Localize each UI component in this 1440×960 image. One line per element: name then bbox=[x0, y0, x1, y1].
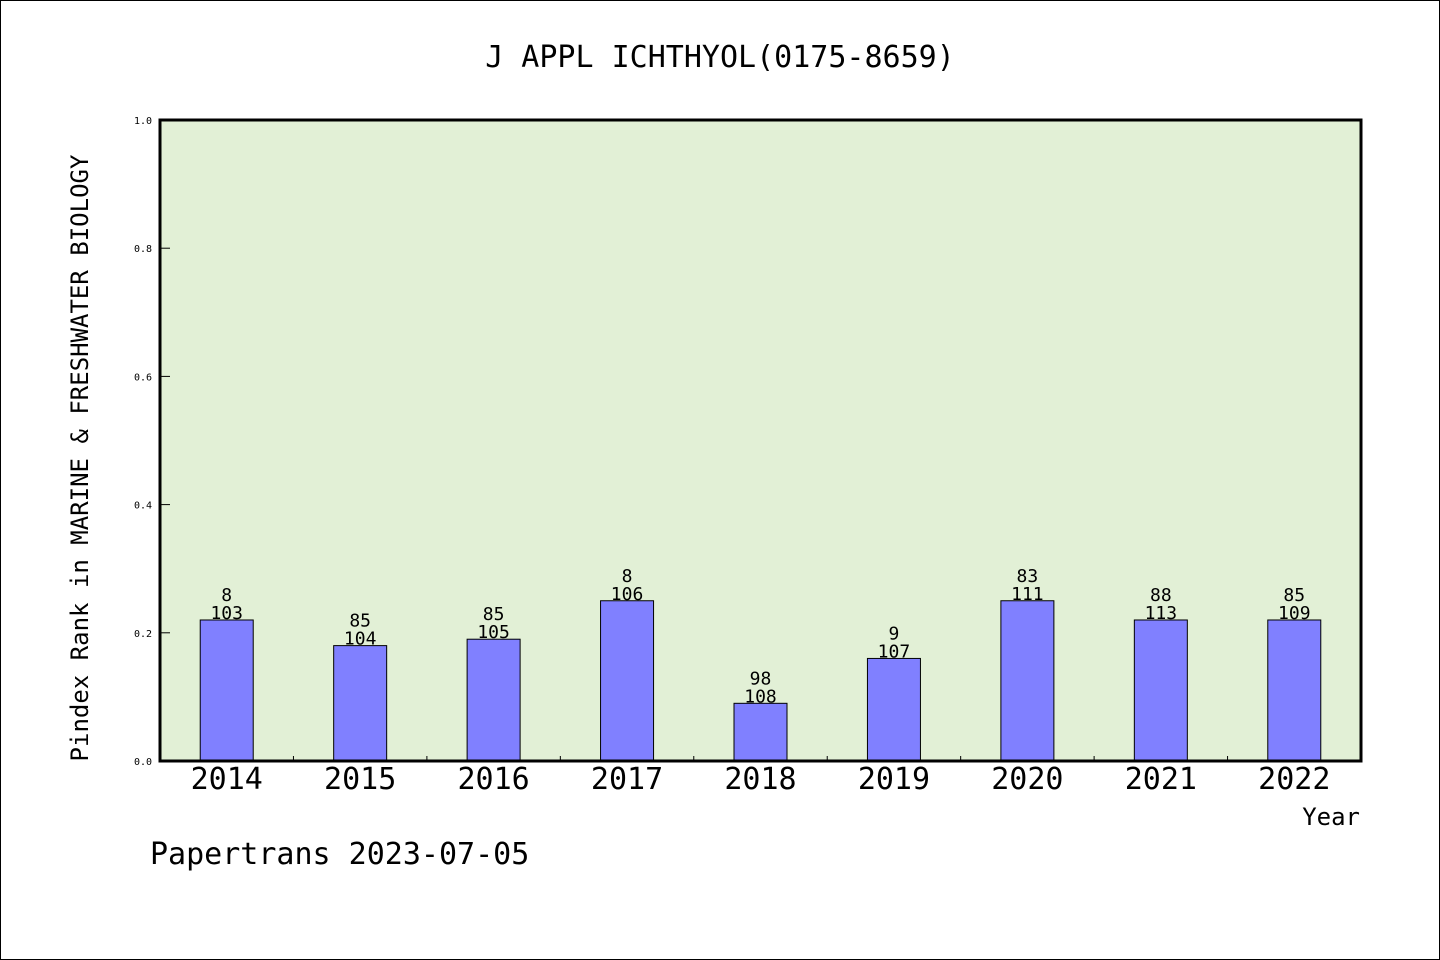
bar-2015 bbox=[333, 645, 388, 762]
x-tick-label: 2020 bbox=[991, 762, 1063, 797]
rank-label: 98 bbox=[750, 668, 772, 689]
rank-label: 8 bbox=[622, 566, 633, 587]
x-tick-label: 2022 bbox=[1258, 762, 1330, 797]
rank-label: 85 bbox=[349, 611, 371, 632]
chart-title: J APPL ICHTHYOL(0175-8659) bbox=[485, 40, 955, 75]
x-tick-label: 2014 bbox=[191, 762, 263, 797]
plot-border bbox=[158, 118, 1363, 763]
y-tick-label: 0.6 bbox=[134, 372, 152, 383]
bar-2014 bbox=[199, 619, 254, 762]
bars bbox=[199, 600, 1322, 762]
rank-label: 9 bbox=[889, 623, 900, 644]
y-axis-label: Pindex Rank in MARINE & FRESHWATER BIOLO… bbox=[66, 154, 94, 761]
y-tick-label: 0.2 bbox=[134, 629, 152, 640]
bar-2021 bbox=[1133, 619, 1188, 762]
total-label: 111 bbox=[1011, 584, 1044, 605]
rank-label: 8 bbox=[221, 585, 232, 606]
y-tick-label: 1.0 bbox=[134, 116, 152, 127]
total-label: 109 bbox=[1278, 603, 1311, 624]
y-tick-label: 0.4 bbox=[134, 501, 152, 512]
bar-2020 bbox=[1000, 600, 1055, 762]
rank-label: 85 bbox=[483, 604, 505, 625]
x-tick-label: 2015 bbox=[324, 762, 396, 797]
rank-label: 85 bbox=[1283, 585, 1305, 606]
bar-2016 bbox=[466, 638, 521, 762]
bar-2017 bbox=[600, 600, 655, 762]
y-tick-label: 0.0 bbox=[134, 757, 152, 768]
rank-label: 88 bbox=[1150, 585, 1172, 606]
bar-2019 bbox=[866, 657, 921, 762]
y-tick-label: 0.8 bbox=[134, 244, 152, 255]
total-label: 107 bbox=[878, 641, 911, 662]
total-label: 106 bbox=[611, 584, 644, 605]
x-tick-label: 2016 bbox=[457, 762, 529, 797]
x-tick-label: 2019 bbox=[858, 762, 930, 797]
y-axis-ticks: 0.0 0.2 0.4 0.6 0.8 1.0 bbox=[134, 116, 170, 768]
bar-2022 bbox=[1267, 619, 1322, 762]
x-axis-ticks: 2014 2015 2016 2017 2018 2019 2020 2021 2022 bbox=[191, 756, 1330, 797]
total-label: 113 bbox=[1145, 603, 1178, 624]
x-tick-label: 2018 bbox=[724, 762, 796, 797]
total-label: 108 bbox=[744, 686, 777, 707]
x-axis-label: Year bbox=[1302, 803, 1360, 831]
total-label: 105 bbox=[477, 622, 510, 643]
total-label: 104 bbox=[344, 629, 377, 650]
x-tick-label: 2021 bbox=[1125, 762, 1197, 797]
total-label: 103 bbox=[210, 603, 243, 624]
bar-2018 bbox=[733, 702, 788, 762]
footer-stamp: Papertrans 2023-07-05 bbox=[150, 837, 529, 872]
rank-label: 83 bbox=[1017, 566, 1039, 587]
x-tick-label: 2017 bbox=[591, 762, 663, 797]
